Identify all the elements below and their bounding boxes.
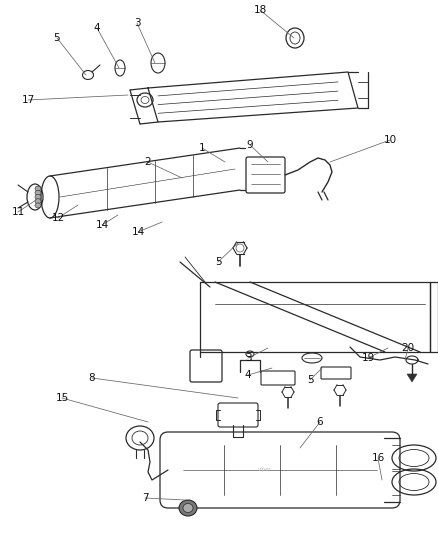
Text: 20: 20 bbox=[402, 343, 414, 353]
Text: 7: 7 bbox=[141, 493, 148, 503]
Text: 17: 17 bbox=[21, 95, 35, 105]
Text: 2: 2 bbox=[145, 157, 151, 167]
Text: 9: 9 bbox=[247, 140, 253, 150]
Text: 5: 5 bbox=[54, 33, 60, 43]
Ellipse shape bbox=[35, 199, 41, 204]
Text: 16: 16 bbox=[371, 453, 385, 463]
Text: 10: 10 bbox=[383, 135, 396, 145]
Ellipse shape bbox=[35, 195, 41, 199]
Text: 5: 5 bbox=[307, 375, 313, 385]
Text: 6: 6 bbox=[317, 417, 323, 427]
Text: 15: 15 bbox=[55, 393, 69, 403]
Ellipse shape bbox=[179, 500, 197, 516]
Ellipse shape bbox=[183, 504, 193, 513]
Ellipse shape bbox=[35, 203, 41, 208]
Text: 4: 4 bbox=[245, 370, 251, 380]
Text: 14: 14 bbox=[131, 227, 145, 237]
Ellipse shape bbox=[35, 186, 41, 191]
Polygon shape bbox=[407, 374, 417, 382]
Text: 12: 12 bbox=[51, 213, 65, 223]
Text: 3: 3 bbox=[134, 18, 140, 28]
Text: 1: 1 bbox=[199, 143, 205, 153]
Text: 19: 19 bbox=[361, 353, 374, 363]
Text: 8: 8 bbox=[88, 373, 95, 383]
Ellipse shape bbox=[35, 190, 41, 195]
Text: 14: 14 bbox=[95, 220, 109, 230]
Text: 4: 4 bbox=[94, 23, 100, 33]
Text: 5: 5 bbox=[215, 257, 221, 267]
Text: 18: 18 bbox=[253, 5, 267, 15]
Text: viper: viper bbox=[258, 467, 272, 472]
Text: 3: 3 bbox=[245, 353, 251, 363]
Text: 11: 11 bbox=[11, 207, 25, 217]
